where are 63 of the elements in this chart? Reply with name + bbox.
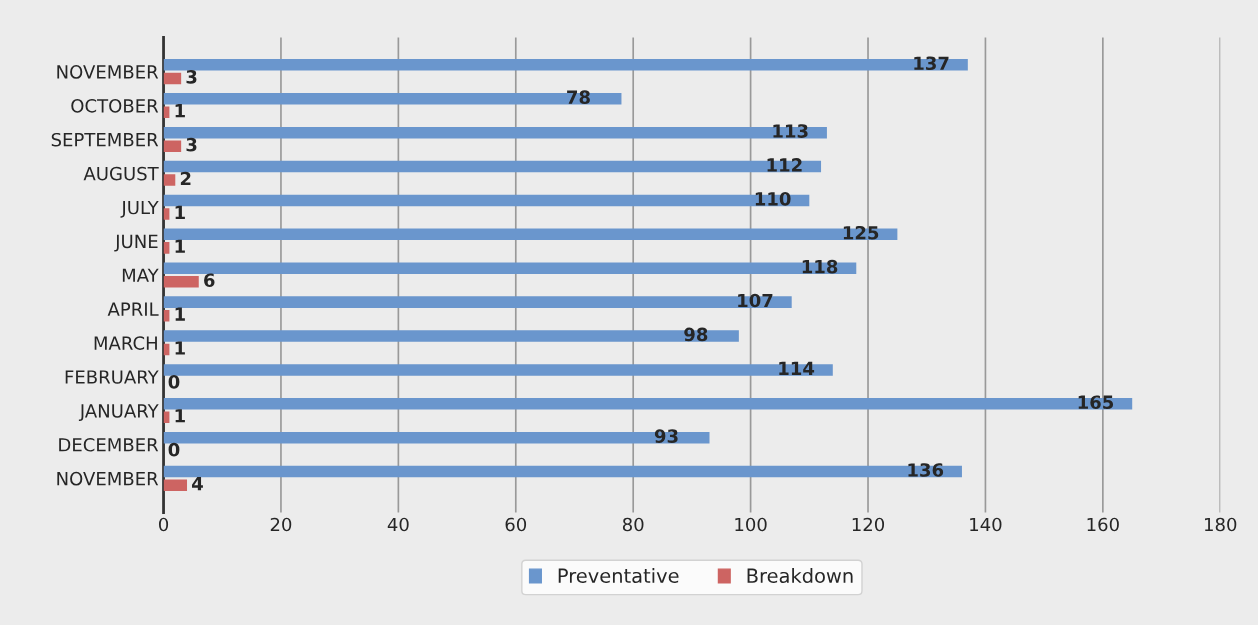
data-label: 1: [175, 239, 185, 253]
bar: [163, 92, 622, 105]
x-tick-label: 0: [158, 517, 169, 532]
x-tick-label: 20: [270, 517, 292, 532]
data-label: 93: [654, 429, 678, 443]
data-label: 137: [914, 56, 949, 71]
bar: [163, 160, 822, 173]
y-tick-label: SEPTEMBER: [51, 132, 159, 147]
data-label: 165: [1078, 395, 1114, 410]
bar: [163, 228, 898, 241]
data-label: 1: [175, 205, 185, 219]
bar: [163, 140, 182, 152]
bar: [163, 72, 182, 85]
bar: [163, 431, 710, 444]
data-label: 114: [779, 361, 815, 375]
x-tick-label: 40: [387, 517, 409, 532]
data-label: 3: [186, 69, 197, 84]
data-label: 4: [192, 476, 203, 491]
legend-label: Breakdown: [747, 568, 853, 584]
data-label: 1: [175, 104, 185, 118]
y-tick-label: MAY: [122, 268, 159, 282]
data-label: 3: [186, 137, 197, 152]
data-label: 0: [168, 442, 180, 457]
bar: [163, 194, 810, 207]
y-tick-label: APRIL: [107, 302, 159, 316]
data-label: 125: [843, 225, 879, 240]
y-tick-label: MARCH: [94, 336, 157, 350]
y-tick-label: OCTOBER: [71, 98, 159, 113]
bar: [163, 465, 962, 478]
bar: [163, 126, 827, 139]
x-tick-label: 80: [622, 517, 644, 532]
data-label: 113: [773, 124, 808, 138]
data-label: 2: [180, 171, 191, 186]
data-label: 136: [908, 463, 944, 477]
data-label: 1: [175, 409, 185, 423]
x-tick-label: 100: [735, 517, 767, 532]
y-tick-label: JUNE: [114, 234, 158, 252]
data-label: 110: [755, 192, 791, 206]
x-tick-label: 60: [505, 517, 527, 532]
data-label: 98: [684, 327, 708, 342]
data-label: 6: [204, 273, 215, 288]
data-label: 1: [175, 341, 185, 355]
x-tick-label: 120: [852, 517, 885, 532]
bar: [163, 479, 188, 491]
y-tick-label: DECEMBER: [59, 437, 159, 452]
data-label: 0: [168, 375, 180, 389]
data-label: 118: [802, 259, 838, 274]
data-label: 78: [567, 90, 590, 104]
y-tick-label: AUGUST: [83, 166, 159, 181]
y-tick-label: JULY: [120, 200, 159, 218]
x-tick-label: 160: [1087, 517, 1119, 532]
x-tick-label: 180: [1205, 517, 1237, 532]
data-label: 107: [738, 293, 773, 308]
y-tick-label: NOVEMBER: [57, 471, 159, 486]
legend-label: Preventative: [558, 568, 679, 584]
data-label: 1: [175, 307, 185, 321]
data-label: 112: [767, 158, 802, 172]
y-tick-label: JANUARY: [78, 404, 159, 422]
bar: [163, 276, 199, 288]
y-tick-label: FEBRUARY: [65, 370, 159, 384]
y-tick-label: NOVEMBER: [57, 65, 159, 79]
x-tick-label: 140: [970, 517, 1002, 532]
bar: [163, 174, 176, 186]
